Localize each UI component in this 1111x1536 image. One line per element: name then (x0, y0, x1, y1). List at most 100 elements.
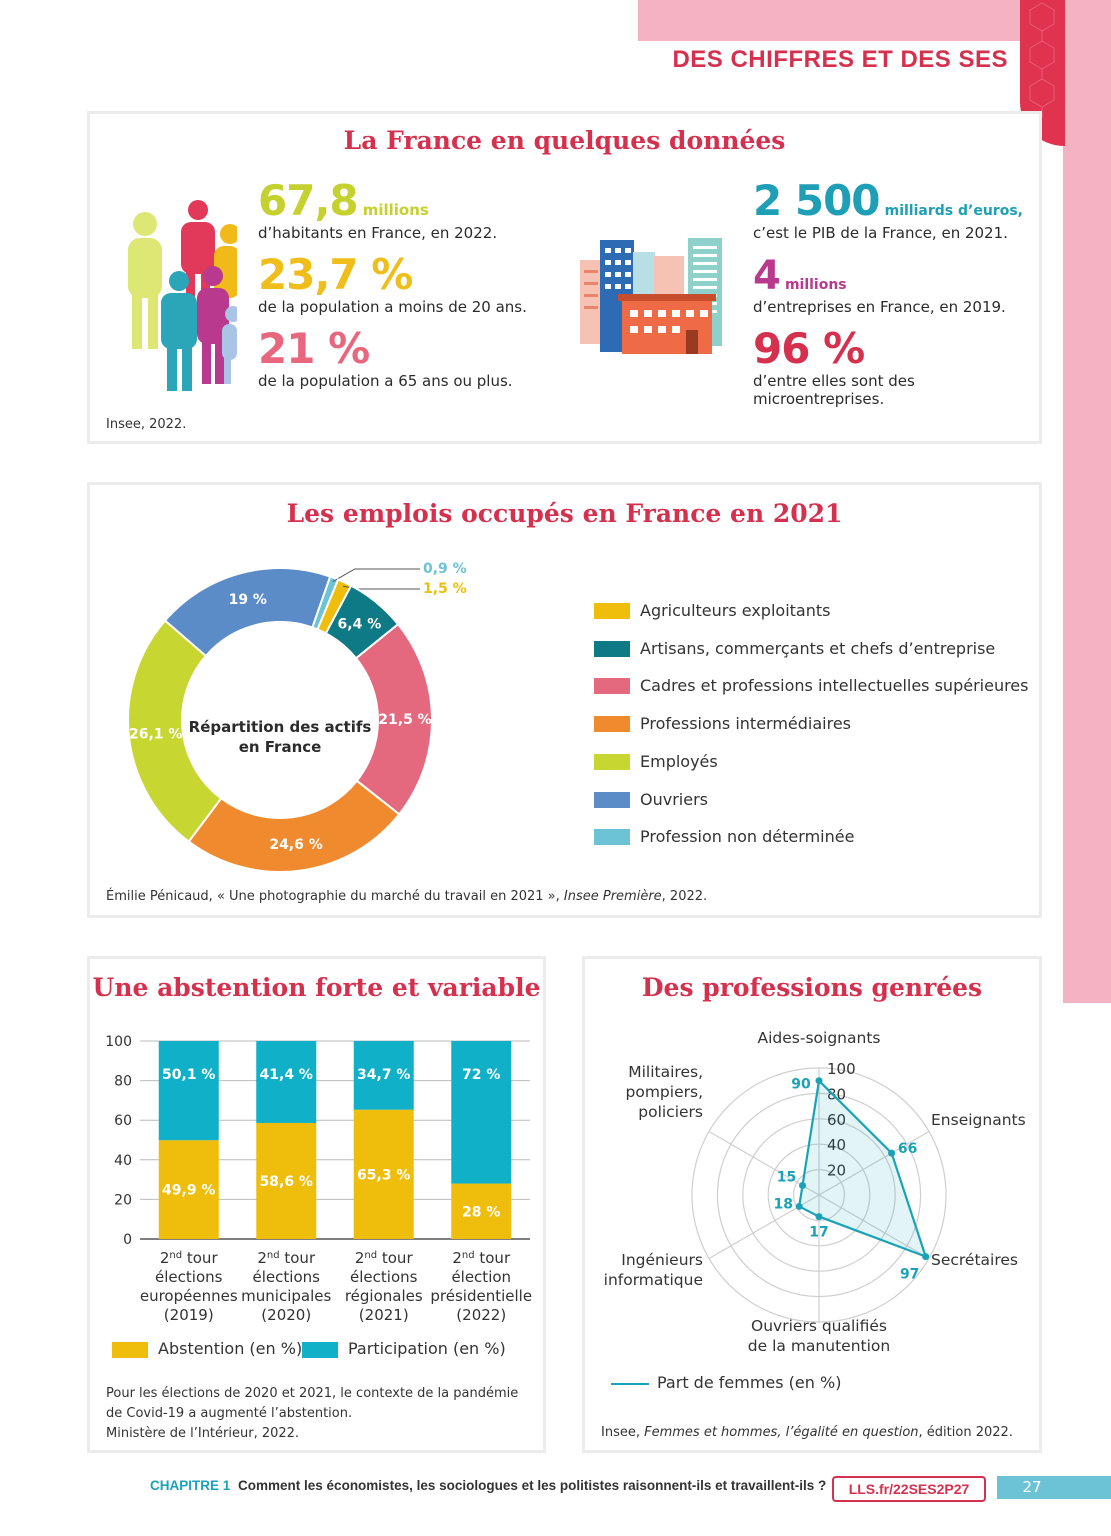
x-tick-label: (2019) (164, 1306, 214, 1324)
legend-label-agriculteurs-exploitants: Agriculteurs exploitants (640, 601, 831, 620)
legend-swatch-abstention-en (112, 1342, 148, 1358)
radar-axis-label: de la manutention (748, 1337, 890, 1355)
x-tick-label: (2020) (261, 1306, 311, 1324)
donut-leader-profession-non-determinee (332, 568, 420, 583)
donut-slice-employes (127, 619, 223, 843)
donut-label-artisans-commercants-et-chefs-d-entreprise: 6,4 % (338, 616, 382, 632)
radar-value-label: 90 (791, 1077, 811, 1093)
donut-label-ouvriers: 19 % (229, 592, 267, 608)
radar-axis-label: Enseignants (931, 1111, 1026, 1129)
radar-axis-label: Militaires, (628, 1063, 703, 1081)
radar-point (799, 1181, 807, 1189)
stat-gdp: 2 500 milliards d’euros, c’est le PIB de… (753, 180, 1033, 243)
legend-swatch-agriculteurs-exploitants (594, 603, 630, 619)
stat-under-20: 23,7 % de la population a moins de 20 an… (258, 254, 588, 317)
bar-participation (451, 1041, 512, 1184)
stat-companies-desc: d’entreprises en France, en 2019. (753, 298, 1006, 316)
radar-axis-label: informatique (604, 1271, 703, 1289)
y-tick-label: 60 (114, 1113, 132, 1129)
radar-point (922, 1253, 930, 1261)
header-band (638, 0, 1020, 41)
legend-swatch-profession-non-determinee (594, 829, 630, 846)
stat-gdp-desc: c’est le PIB de la France, en 2021. (753, 224, 1008, 242)
bar-label: 28 % (462, 1204, 500, 1220)
card2-source-end: , 2022. (661, 889, 708, 904)
radar-value-label: 17 (809, 1225, 828, 1241)
donut-slice-ouvriers (163, 567, 332, 658)
donut-center-label: Répartition des actifs en France (185, 717, 375, 757)
card2-source-italic: Insee Première (563, 889, 662, 904)
stat-over-65: 21 % de la population a 65 ans ou plus. (258, 328, 588, 391)
legend-label-part-de-femmes-en: Part de femmes (en %) (657, 1373, 842, 1392)
radar-axis-label: Aides-soignants (758, 1029, 881, 1047)
card4-source: Insee, Femmes et hommes, l’égalité en qu… (601, 1425, 1013, 1440)
radar-tick-label: 100 (827, 1060, 856, 1078)
legend-label-profession-non-determinee: Profession non déterminée (640, 827, 855, 847)
stat-companies: 4 millions d’entreprises en France, en 2… (753, 256, 1033, 316)
card1-source: Insee, 2022. (106, 417, 187, 432)
legend-label-artisans-commercants-et-chefs-d-entreprise: Artisans, commerçants et chefs d’entrepr… (640, 638, 996, 658)
legend-line-part-de-femmes-en (611, 1383, 649, 1385)
x-tick-label: (2021) (359, 1306, 409, 1324)
radar-spoke (818, 1130, 930, 1196)
legend-label-employes: Employés (640, 751, 718, 771)
y-tick-label: 0 (123, 1232, 132, 1248)
donut-label-profession-non-determinee: 0,9 % (423, 561, 467, 577)
card-france-data: La France en quelques données (87, 111, 1042, 444)
stat-under-20-desc: de la population a moins de 20 ans. (258, 298, 527, 316)
donut-label-professions-intermediaires: 24,6 % (269, 837, 322, 853)
donut-chart: 0,9 % 1,5 % 6,4 % 21,5 % 24,6 % 26,1 % 19 % (127, 561, 467, 873)
footer: CHAPITRE 1 Comment les économistes, les … (150, 1478, 990, 1502)
card2-source-plain: Émilie Pénicaud, « Une photographie du m… (106, 889, 564, 904)
footer-text: Comment les économistes, les sociologues… (238, 1478, 827, 1493)
x-tick-label: européennes (140, 1287, 238, 1305)
bar-label: 50,1 % (162, 1067, 215, 1083)
donut-center-label-line2: en France (238, 738, 322, 756)
card3-note-line1: Pour les élections de 2020 et 2021, le c… (106, 1386, 519, 1401)
stat-companies-value: 4 (753, 253, 781, 299)
radar-point (815, 1213, 823, 1221)
card-title: Une abstention forte et variable (92, 973, 541, 1002)
legend-swatch-cadres-et-professions-intellectuelles-superieures (594, 678, 630, 695)
legend-label-abstention-en: Abstention (en %) (158, 1339, 303, 1358)
x-tick-label: 2nd tour (452, 1249, 511, 1267)
bar-abstention (353, 1109, 414, 1239)
radar-axis-label: policiers (638, 1103, 703, 1121)
bar-participation (353, 1041, 414, 1110)
side-band (1063, 0, 1111, 1003)
donut-center-label-line1: Répartition des actifs (188, 718, 372, 736)
city-buildings-icon (580, 238, 722, 354)
x-tick-label: présidentielle (430, 1287, 532, 1305)
legend-swatch-participation-en (302, 1342, 338, 1358)
card-title: Des professions genrées (641, 973, 983, 1002)
x-tick-label: municipales (241, 1287, 331, 1305)
stat-micro-value: 96 % (753, 324, 865, 373)
radar-axis-label: Secrétaires (931, 1251, 1018, 1269)
stat-population: 67,8 millions d’habitants en France, en … (258, 180, 588, 243)
bar-participation (158, 1041, 219, 1141)
legend-swatch-employes (594, 753, 630, 770)
x-tick-label: 2nd tour (355, 1249, 414, 1267)
legend-swatch-artisans-commercants-et-chefs-d-entreprise (594, 640, 630, 657)
bar-abstention (158, 1140, 219, 1239)
card4-source-plain: Insee, (601, 1425, 645, 1440)
radar-chart: 20 40 60 80 100 90 66 97 17 18 15 Aides-soignants En… (604, 1029, 1026, 1355)
bar-participation (256, 1041, 317, 1123)
card3-note: Pour les élections de 2020 et 2021, le c… (106, 1384, 518, 1444)
radar-axis-label: Ingénieurs (621, 1251, 703, 1269)
radar-axis-label: pompiers, (626, 1083, 703, 1101)
card3-note-line2: de Covid-19 a augmenté l’abstention. (106, 1406, 353, 1421)
x-tick-label: élection (451, 1268, 511, 1286)
donut-label-employes: 26,1 % (129, 726, 182, 742)
bar-abstention (451, 1183, 512, 1239)
y-tick-label: 40 (114, 1153, 132, 1169)
footer-link[interactable]: LLS.fr/22SES2P27 (832, 1476, 986, 1502)
donut-label-cadres-et-professions-intellectuelles-superieures: 21,5 % (378, 712, 431, 728)
radar-point (815, 1077, 823, 1085)
radar-value-label: 97 (900, 1267, 919, 1283)
x-tick-label: élections (155, 1268, 223, 1286)
stat-population-value: 67,8 (258, 176, 359, 225)
donut-slice-professions-intermediaires (187, 779, 401, 873)
radar-point (795, 1202, 803, 1210)
